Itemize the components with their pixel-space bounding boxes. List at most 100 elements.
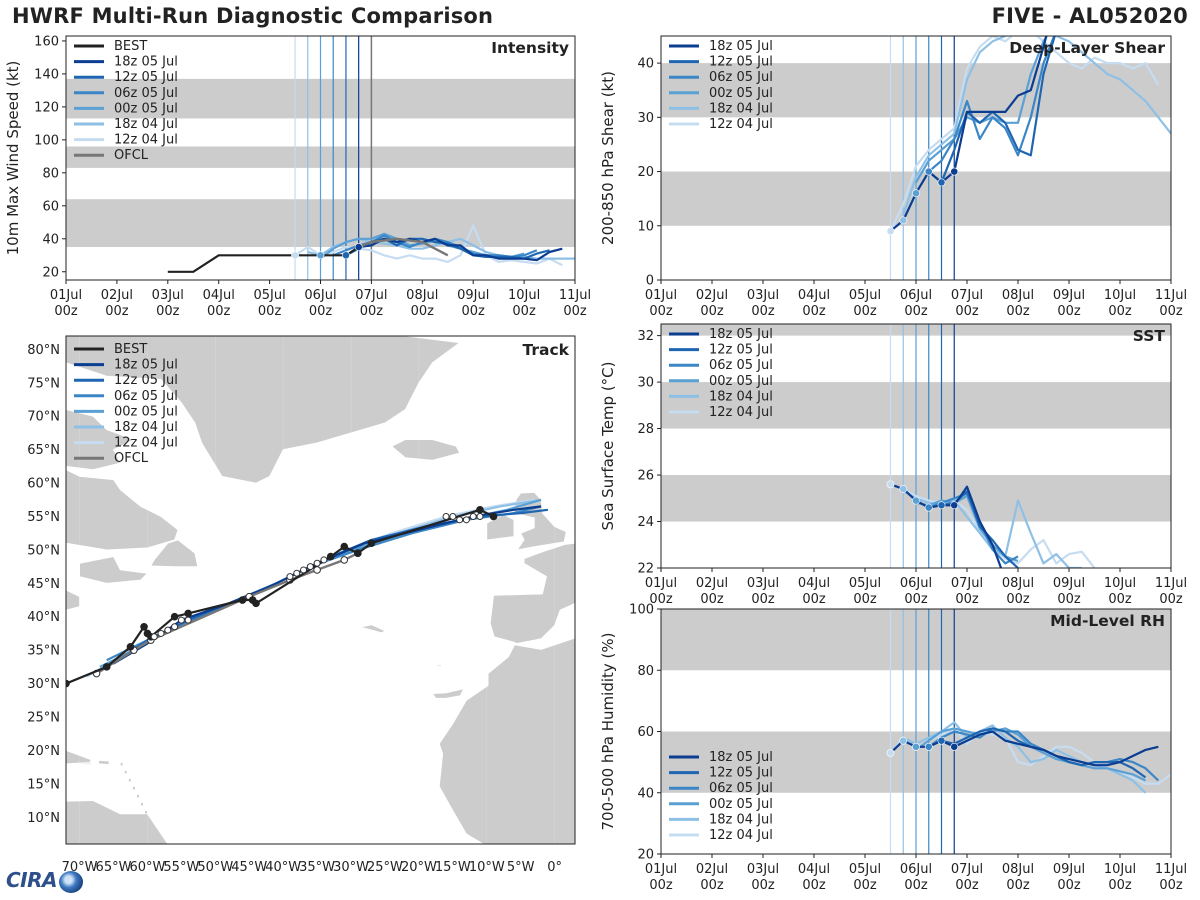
run-track-point [171,623,179,631]
run-track-point [469,512,477,520]
y-tick-label: 20 [637,165,654,180]
y-tick-label: 22 [637,562,654,577]
x-tick-label: 00z [751,592,775,607]
x-tick-label: 00z [1057,878,1081,893]
init-marker [886,227,895,236]
lon-tick-label: 25°W [367,860,403,875]
series-line-12z-04-jul [889,36,1160,232]
y-tick-label: 140 [34,67,59,82]
x-tick-label: 00z [904,878,928,893]
y-tick-label: 30 [637,111,654,126]
legend-label: 00z 05 Jul [709,374,773,389]
init-marker [899,485,908,493]
x-tick-label: 00z [904,592,928,607]
x-tick-label: 10Jul [1104,288,1136,303]
x-tick-label: 11Jul [1155,576,1187,591]
y-tick-label: 80 [42,166,59,181]
legend-label: 06z 05 Jul [114,86,178,101]
lon-tick-label: 50°W [197,860,233,875]
lat-tick-label: 15°N [27,777,60,792]
x-tick-label: 05Jul [849,576,881,591]
panel-title: Intensity [491,39,569,57]
shear-panel: 01020304001Jul00z02Jul00z03Jul00z04Jul00… [599,35,1187,319]
lat-tick-label: 30°N [27,677,60,692]
best-track-point [126,643,135,651]
lon-tick-label: 45°W [231,860,267,875]
series-line-18z-04-jul [902,36,1171,216]
run-track-point [442,512,450,520]
x-tick-label: 05Jul [253,288,285,303]
x-tick-label: 09Jul [1053,862,1085,877]
x-tick-label: 10Jul [508,288,540,303]
x-tick-label: 02Jul [696,288,728,303]
legend-label: 06z 05 Jul [114,389,178,404]
x-tick-label: 00z [955,304,979,319]
y-tick-label: 40 [637,57,654,72]
lon-tick-label: 5°W [507,860,535,875]
x-tick-label: 00z [955,878,979,893]
legend-label: 12z 04 Jul [709,828,773,843]
lat-tick-label: 80°N [27,343,60,358]
legend-label: 12z 05 Jul [709,343,773,358]
x-tick-label: 09Jul [1053,576,1085,591]
x-tick-label: 06Jul [900,576,932,591]
series-line-18z-05-jul [953,730,1159,767]
run-track-point [449,512,457,520]
init-marker [899,736,908,745]
x-tick-label: 05Jul [849,288,881,303]
x-tick-label: 08Jul [1002,576,1034,591]
x-tick-label: 07Jul [951,576,983,591]
y-tick-label: 20 [637,848,654,863]
lesser-antilles-land [132,786,136,791]
x-tick-label: 00z [751,304,775,319]
x-tick-label: 11Jul [1155,288,1187,303]
legend-label: 18z 04 Jul [709,389,773,404]
y-tick-label: 100 [34,133,59,148]
x-tick-label: 02Jul [101,288,133,303]
best-track-point [184,609,192,618]
puerto-rico-land [98,759,110,765]
x-tick-label: 03Jul [747,288,779,303]
y-tick-label: 120 [34,100,59,115]
x-tick-label: 01Jul [645,576,677,591]
lon-tick-label: 15°W [435,860,471,875]
init-marker [886,749,895,757]
x-tick-label: 00z [802,878,826,893]
init-marker [924,503,933,512]
run-track-point [157,629,165,637]
x-tick-label: 00z [1108,878,1132,893]
run-track-point [177,616,185,624]
series-line-12z-05-jul [940,36,1056,183]
x-tick-label: 00z [1159,304,1183,319]
y-tick-label: 80 [637,664,654,679]
sst-panel: 22242628303201Jul00z02Jul00z03Jul00z04Ju… [599,323,1187,607]
x-tick-label: 02Jul [696,576,728,591]
norway-land [574,469,575,497]
x-tick-label: 05Jul [849,862,881,877]
lon-tick-label: 30°W [333,860,369,875]
x-tick-label: 00z [411,304,435,319]
x-tick-label: 08Jul [1002,862,1034,877]
y-tick-label: 60 [637,725,654,740]
y-tick-label: 40 [42,232,59,247]
run-track-point [313,559,321,567]
init-marker [937,501,946,510]
x-tick-label: 00z [462,304,486,319]
y-axis-label: Sea Surface Temp (°C) [599,361,617,530]
x-tick-label: 01Jul [645,288,677,303]
south-america-land [66,800,216,844]
x-tick-label: 01Jul [50,288,82,303]
y-tick-label: 20 [42,265,59,280]
y-tick-label: 100 [629,603,654,618]
run-track-point [293,569,301,577]
panel-title: Deep-Layer Shear [1009,39,1165,57]
x-tick-label: 00z [751,878,775,893]
x-tick-label: 00z [853,592,877,607]
init-marker [950,501,959,510]
africa-land [438,637,575,844]
init-marker [354,243,363,251]
x-tick-label: 00z [853,878,877,893]
series-line-12z-04-jul [294,224,563,267]
y-tick-label: 26 [637,469,654,484]
